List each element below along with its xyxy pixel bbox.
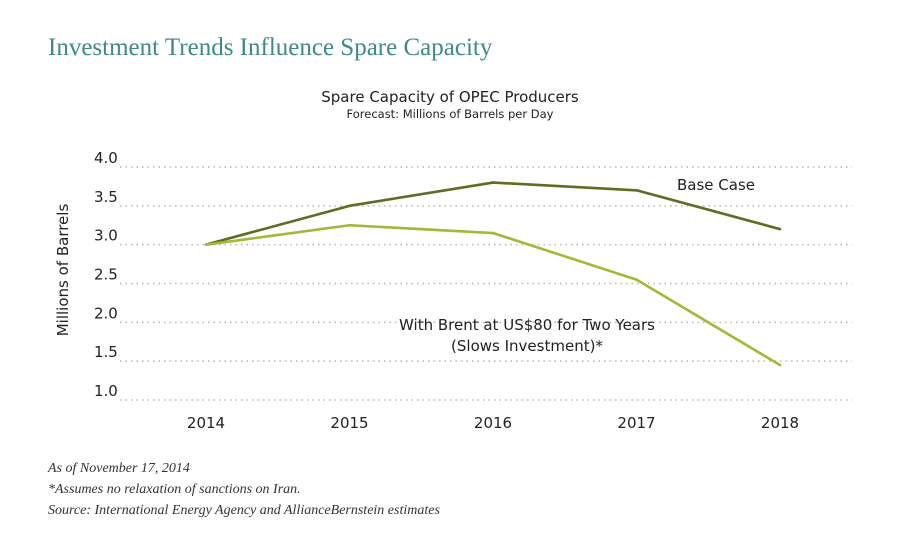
series-labels: Base Case With Brent at US$80 for Two Yea… [399, 176, 755, 355]
footnotes: As of November 17, 2014 *Assumes no rela… [48, 458, 440, 521]
y-axis-label: Millions of Barrels [54, 204, 72, 337]
y-tick-label: 1.0 [94, 382, 118, 400]
y-tick-label: 1.5 [94, 343, 118, 361]
source-note: Source: International Energy Agency and … [48, 503, 440, 518]
y-tick-label: 2.0 [94, 304, 118, 322]
data-point [635, 278, 638, 281]
data-point [635, 189, 638, 192]
series-label-brent-80: With Brent at US$80 for Two Years [399, 316, 655, 334]
x-tick-label: 2014 [187, 414, 225, 432]
x-tick-label: 2018 [761, 414, 799, 432]
y-tick-label: 3.0 [94, 227, 118, 245]
series-label-base-case: Base Case [677, 176, 755, 194]
sanctions-note: *Assumes no relaxation of sanctions on I… [48, 482, 301, 497]
chart-subtitle: Forecast: Millions of Barrels per Day [346, 107, 554, 121]
gridlines [120, 166, 852, 401]
series-label-brent-80: (Slows Investment)* [451, 337, 603, 355]
y-tick-label: 2.5 [94, 266, 118, 284]
x-axis-ticks: 2014 2015 2016 2017 2018 [187, 414, 799, 432]
y-tick-label: 3.5 [94, 188, 118, 206]
data-point [348, 204, 351, 208]
data-point [204, 243, 208, 246]
x-tick-label: 2016 [474, 414, 512, 432]
x-tick-label: 2017 [617, 414, 655, 432]
chart-title: Spare Capacity of OPEC Producers [321, 88, 579, 106]
as-of-note: As of November 17, 2014 [48, 461, 190, 476]
series-group [204, 181, 782, 367]
data-point [348, 223, 351, 227]
data-point [491, 181, 495, 184]
data-point [491, 231, 495, 235]
page-headline: Investment Trends Influence Spare Capaci… [48, 34, 493, 61]
y-tick-label: 4.0 [94, 149, 118, 167]
data-point [778, 227, 782, 231]
y-axis-ticks: 4.0 3.5 3.0 2.5 2.0 1.5 1.0 [94, 149, 118, 400]
x-tick-label: 2015 [330, 414, 368, 432]
data-point [778, 363, 782, 367]
